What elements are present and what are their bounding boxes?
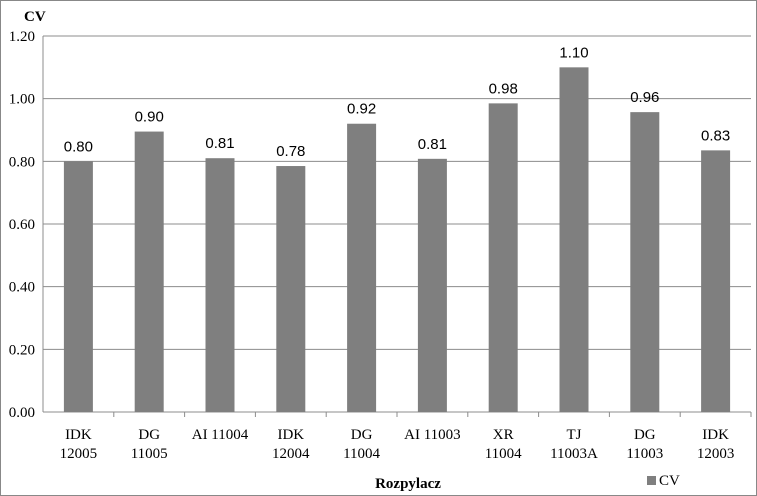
y-ticks: 0.00 0.20 0.40 0.60 0.80 1.00 1.20 — [9, 29, 35, 421]
data-label: 0.80 — [64, 138, 93, 155]
x-category-label: 11003A — [550, 446, 598, 462]
y-tick-label: 0.00 — [9, 405, 35, 421]
bars — [63, 67, 731, 413]
y-tick-label: 1.20 — [9, 29, 35, 45]
x-category-label: 12004 — [272, 446, 310, 462]
y-tick-label: 1.00 — [9, 92, 35, 108]
x-category-label: 11004 — [485, 446, 522, 462]
bar — [347, 123, 377, 412]
x-category-label: 12005 — [60, 446, 98, 462]
bar — [701, 150, 731, 412]
x-axis-title: Rozpylacz — [375, 476, 441, 492]
bar — [276, 166, 306, 412]
x-category-label: IDK — [65, 427, 92, 443]
y-tick-label: 0.40 — [9, 280, 35, 296]
x-category-label: 11003 — [626, 446, 663, 462]
x-category-label: AI 11003 — [404, 427, 461, 443]
y-axis-title: CV — [24, 9, 46, 25]
bar — [134, 131, 164, 413]
data-label: 0.78 — [276, 143, 305, 160]
x-category-label: 11005 — [131, 446, 168, 462]
x-category-label: IDK — [702, 427, 729, 443]
y-tick-label: 0.80 — [9, 154, 35, 170]
bar — [417, 158, 447, 412]
bar — [488, 103, 518, 412]
data-label: 0.90 — [135, 109, 164, 126]
legend-entry-cv: CV — [659, 473, 680, 489]
data-label: 0.98 — [489, 80, 518, 97]
data-label: 1.10 — [559, 44, 588, 61]
x-category-label: DG — [351, 427, 373, 443]
data-label: 0.81 — [205, 135, 234, 152]
x-category-label: IDK — [277, 427, 304, 443]
x-category-label: DG — [138, 427, 160, 443]
x-category-label: 11004 — [343, 446, 380, 462]
y-tick-label: 0.20 — [9, 342, 35, 358]
x-category-label: 12003 — [697, 446, 735, 462]
x-category-label: TJ — [567, 427, 582, 443]
x-category-label: XR — [493, 427, 514, 443]
data-label: 0.92 — [347, 101, 376, 118]
bar — [559, 67, 589, 412]
data-label: 0.96 — [630, 89, 659, 106]
data-labels: 0.80 0.90 0.81 0.78 0.92 0.81 0.98 1.10 0.96 0.83 — [64, 44, 730, 160]
legend-swatch — [647, 476, 656, 485]
bar — [205, 158, 235, 412]
x-categories: IDK 12005 DG 11005 AI 11004 IDK 12004 DG 11004 AI… — [60, 427, 735, 462]
legend: CV — [647, 473, 680, 489]
x-category-label: AI 11004 — [192, 427, 249, 443]
data-label: 0.83 — [701, 127, 730, 144]
y-tick-label: 0.60 — [9, 217, 35, 233]
bar — [63, 161, 93, 412]
data-label: 0.81 — [418, 136, 447, 153]
bar — [630, 112, 660, 412]
x-category-label: DG — [634, 427, 656, 443]
